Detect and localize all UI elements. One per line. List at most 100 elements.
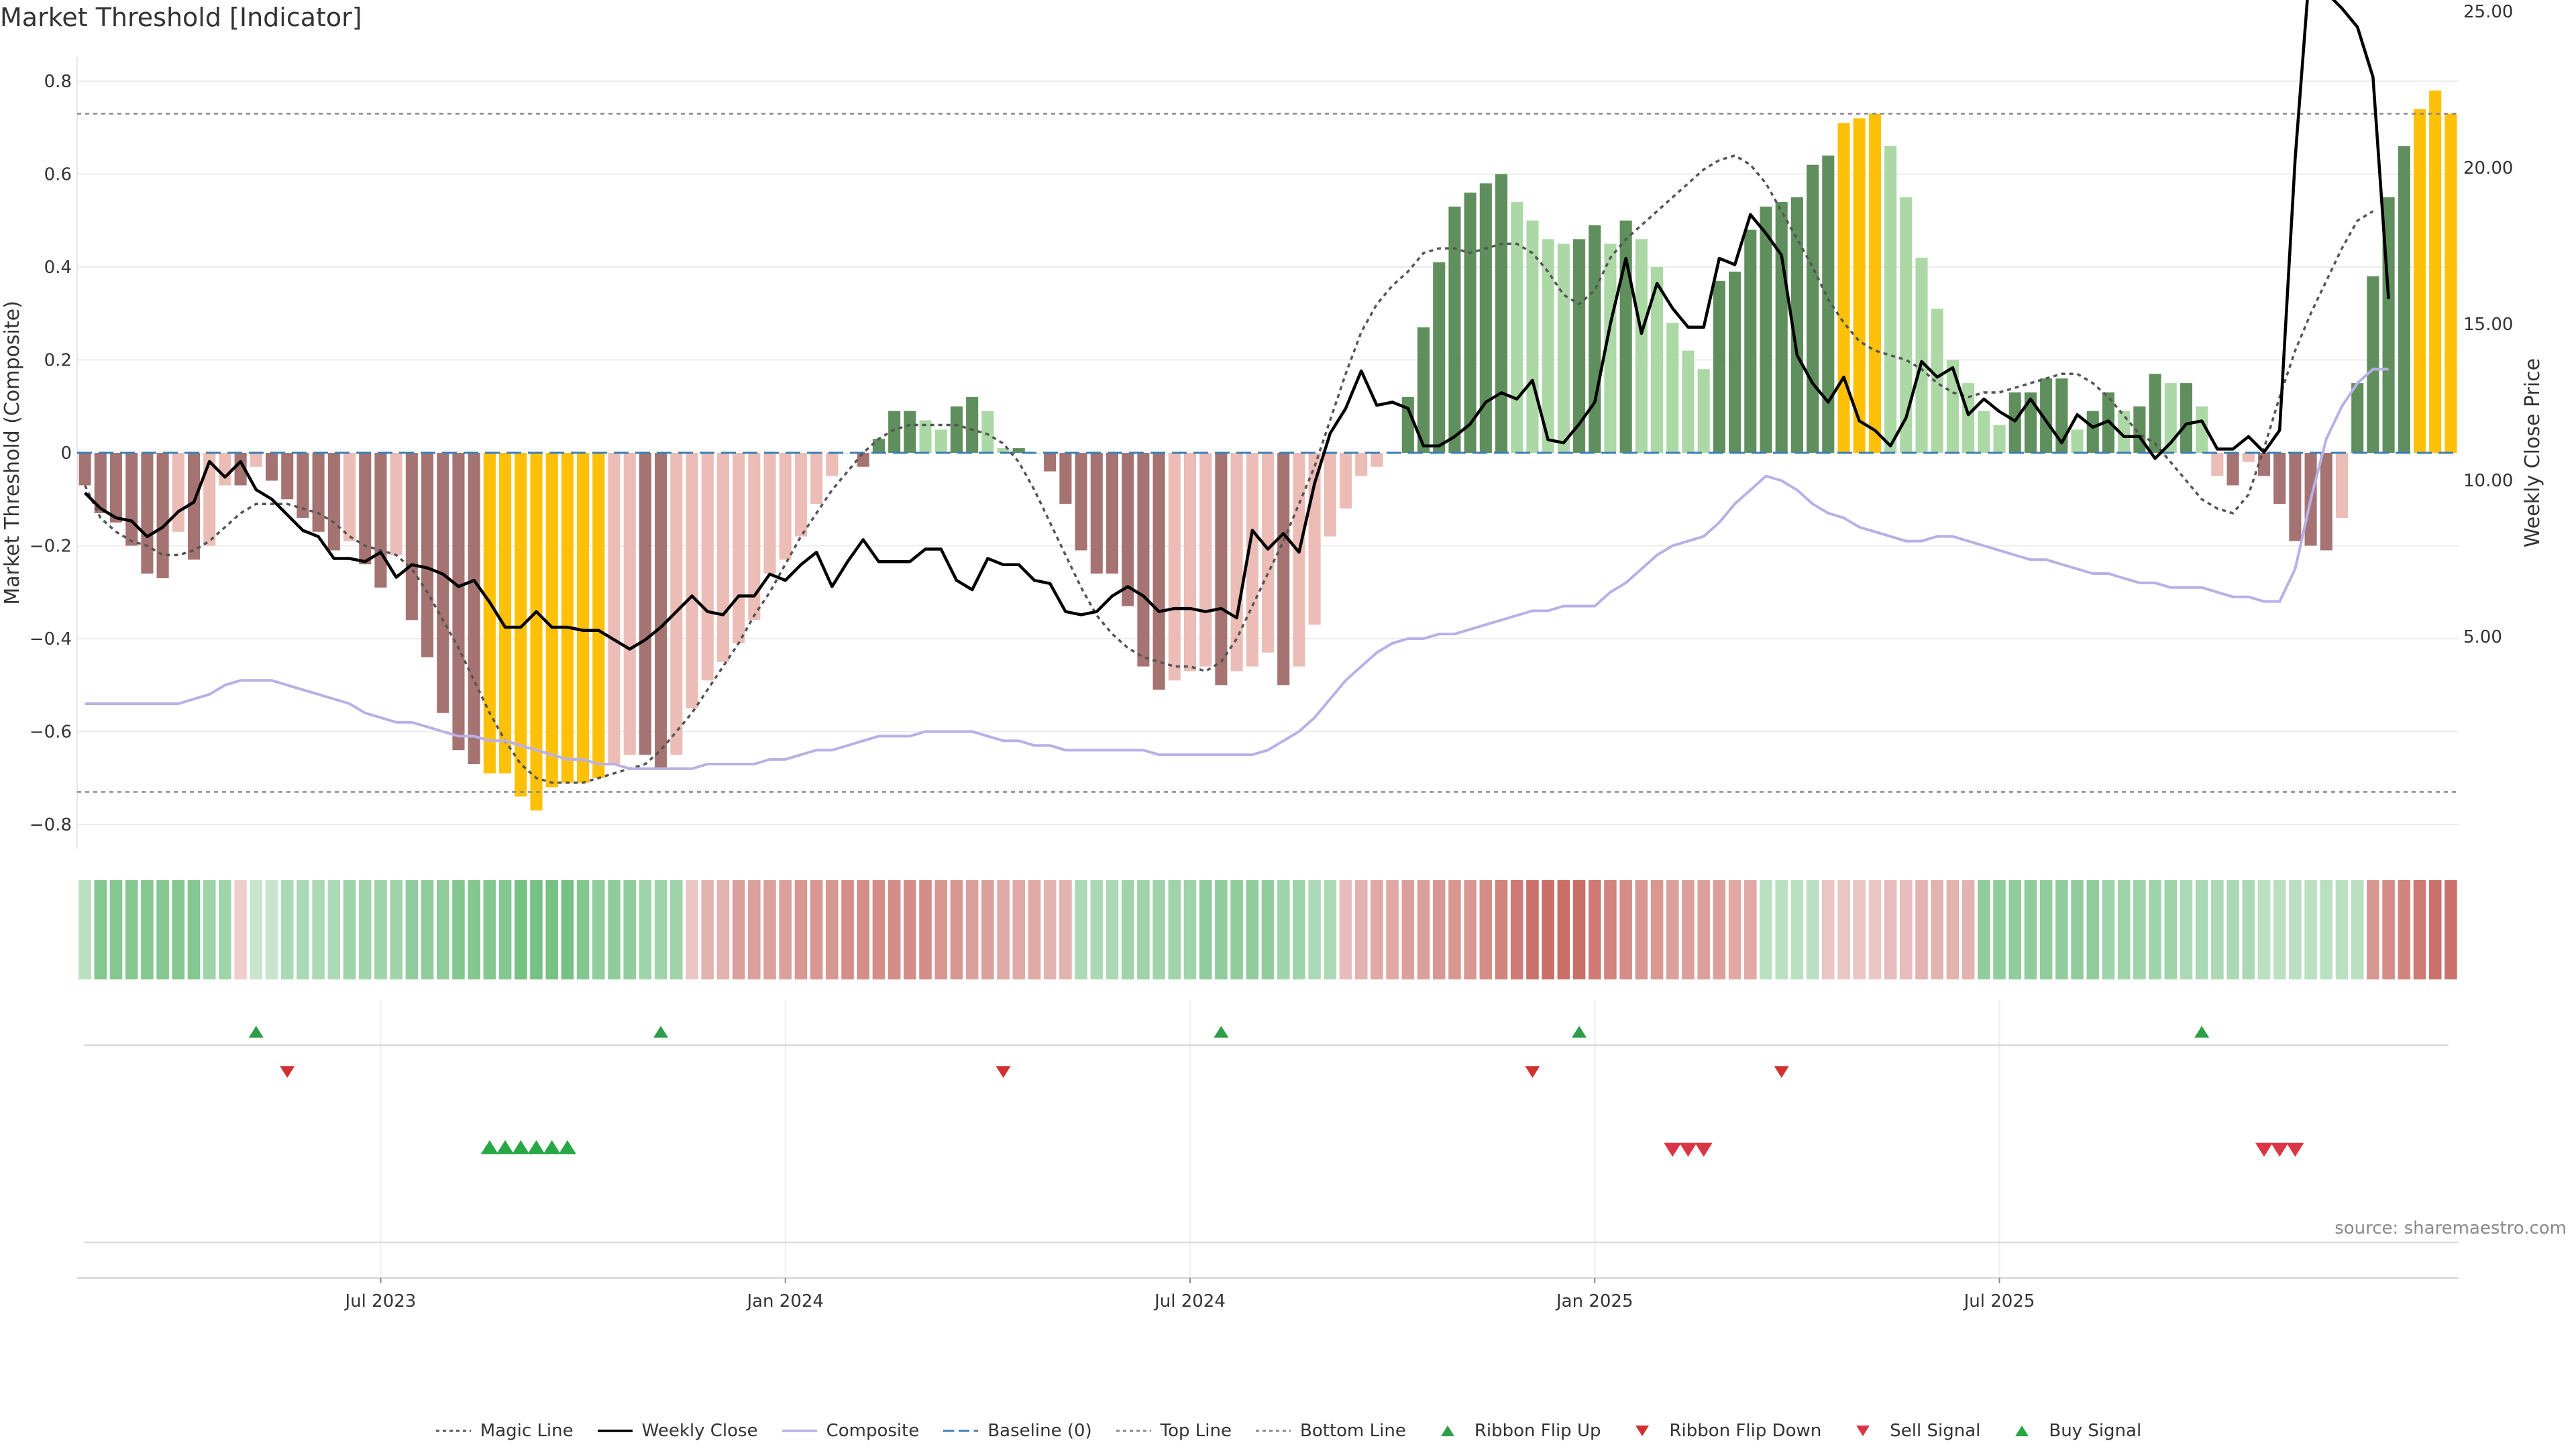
ribbon-cell (1713, 880, 1726, 979)
ribbon-cell (2024, 880, 2037, 979)
composite-bar (1557, 244, 1570, 453)
ribbon-cell (2242, 880, 2255, 979)
y-left-tick-label: 0 (60, 443, 72, 464)
composite-bar (78, 453, 91, 486)
ribbon-cell (390, 880, 402, 979)
composite-bar (904, 411, 916, 453)
composite-bar (1293, 453, 1305, 667)
composite-bar (794, 453, 807, 537)
composite-bar (1106, 453, 1119, 574)
ribbon-cell (763, 880, 776, 979)
y-left-tick-label: −0.2 (30, 537, 72, 557)
composite-bar (1324, 453, 1336, 537)
composite-bar (530, 453, 543, 811)
composite-bar (2320, 453, 2332, 551)
ribbon-cell (1168, 880, 1181, 979)
dotted-line-icon (1116, 1430, 1151, 1432)
ribbon-cell (1215, 880, 1228, 979)
chart-title: Market Threshold [Indicator] (0, 3, 362, 32)
composite-bar (2196, 406, 2208, 453)
axes-layer: 0.8 0.6 0.4 0.2 0 −0.2 −0.4 −0.6 −0.8 25.00 20.00 1… (1, 2, 2544, 1311)
ribbon-flip-up-marker (248, 1026, 264, 1038)
composite-bar (857, 453, 869, 467)
dotted-line-icon (435, 1430, 471, 1432)
y-left-tick-label: −0.6 (30, 722, 72, 743)
legend-item: Magic Line (435, 1421, 574, 1441)
composite-bar (2398, 146, 2410, 453)
ribbon-cell (94, 880, 107, 979)
composite-bar (1199, 453, 1212, 667)
ribbon-cell (1822, 880, 1835, 979)
legend-label: Buy Signal (2049, 1421, 2142, 1441)
ribbon-cell (436, 880, 449, 979)
y-right-tick-label: 20.00 (2463, 158, 2513, 178)
composite-bar (187, 453, 201, 560)
ribbon-cell (1931, 880, 1943, 979)
legend-item: Ribbon Flip Down (1623, 1421, 1821, 1441)
buy-signal-marker (496, 1140, 515, 1155)
ribbon-cell (2195, 880, 2208, 979)
ribbon-cell (280, 880, 294, 979)
composite-bar (141, 453, 154, 574)
composite-bar (639, 453, 651, 755)
composite-bar (2149, 374, 2161, 453)
composite-bar (2226, 453, 2239, 486)
composite-bar (2040, 378, 2053, 453)
composite-bar (1868, 113, 1881, 453)
composite-bar (1075, 453, 1087, 551)
sell-signal-marker (2271, 1142, 2289, 1157)
ribbon-cell (1152, 880, 1165, 979)
ribbon-cell (1510, 880, 1523, 979)
composite-bar (934, 429, 947, 453)
ribbon-flip-down-marker (996, 1066, 1011, 1078)
ribbon-cell (452, 880, 465, 979)
ribbon-cell (421, 880, 434, 979)
composite-bar (1713, 280, 1725, 453)
y-left-tick-label: 0.4 (44, 258, 72, 278)
ribbon-cell (1324, 880, 1337, 979)
composite-bar (1137, 453, 1150, 667)
triangle-up-icon (1440, 1426, 1454, 1436)
composite-bar (592, 453, 605, 778)
composite-bar (2164, 383, 2177, 453)
ribbon-cell (78, 880, 91, 979)
ribbon-cell (2008, 880, 2022, 979)
dashed-line-icon (943, 1430, 979, 1432)
ribbon-cell (219, 880, 231, 979)
composite-bar (1495, 174, 1508, 453)
composite-bar (1900, 197, 1913, 453)
ribbon-cell (623, 880, 636, 979)
y-left-tick-label: 0.6 (44, 165, 72, 185)
ribbon-cell (358, 880, 372, 979)
magic-line (84, 154, 2374, 784)
chart-canvas: 0.8 0.6 0.4 0.2 0 −0.2 −0.4 −0.6 −0.8 25.00 20.00 1… (1, 0, 2544, 1311)
sell-signal-marker (1664, 1142, 1682, 1157)
ribbon-cell (1542, 880, 1554, 979)
ribbon-cell (297, 880, 309, 979)
composite-bar (763, 453, 776, 574)
legend-item: Ribbon Flip Up (1429, 1421, 1601, 1441)
composite-bar (561, 453, 574, 783)
composite-bar (156, 453, 169, 578)
ribbon-cell (919, 880, 932, 979)
composite-bar (1807, 164, 1819, 453)
ribbon-cell (965, 880, 979, 979)
composite-bar (297, 453, 309, 518)
y-right-tick-label: 25.00 (2463, 2, 2513, 22)
composite-bar (686, 453, 698, 708)
composite-bar (94, 453, 107, 514)
ribbon-cell (1012, 880, 1026, 979)
composite-bar (1978, 411, 1990, 453)
ribbon-cell (779, 880, 792, 979)
composite-bar (1355, 453, 1368, 476)
ribbon-cell (2039, 880, 2053, 979)
ribbon-cell (530, 880, 543, 979)
ribbon-cell (1028, 880, 1041, 979)
legend-label: Ribbon Flip Down (1669, 1421, 1822, 1441)
ribbon-cell (576, 880, 590, 979)
composite-bar (608, 453, 621, 764)
legend-item: Baseline (0) (942, 1421, 1092, 1441)
sell-signal-marker (1679, 1142, 1697, 1157)
legend-label: Weekly Close (641, 1421, 758, 1441)
ribbon-cell (172, 880, 185, 979)
